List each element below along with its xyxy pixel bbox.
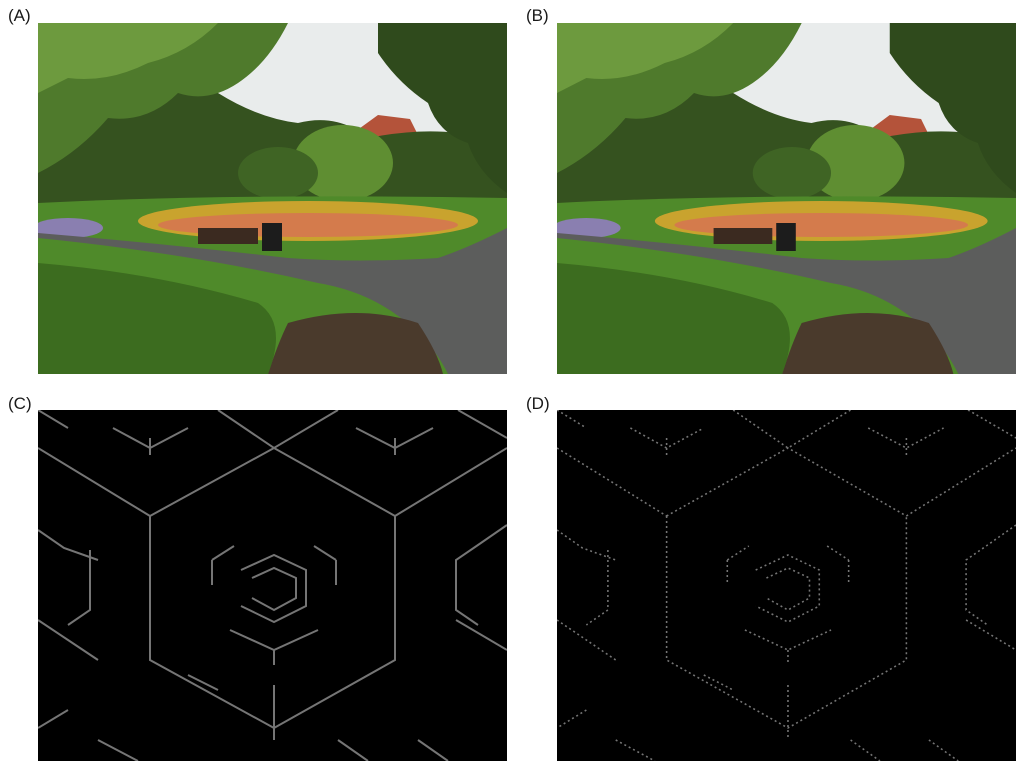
- shrub: [238, 147, 318, 199]
- edge-segment: [313, 545, 337, 561]
- edge-segment: [557, 709, 587, 729]
- canopy-right: [378, 23, 507, 193]
- edge-segment: [38, 410, 69, 429]
- canopy-right: [889, 23, 1016, 193]
- canopy-highlight: [38, 23, 218, 93]
- edge-segment: [187, 674, 219, 691]
- edge-segment: [965, 524, 1016, 626]
- footpath: [38, 228, 507, 374]
- foreground-lawn: [38, 263, 276, 374]
- edge-segment: [557, 529, 616, 561]
- edge-segment: [217, 410, 339, 450]
- hex-edge-pattern-c: [38, 410, 507, 761]
- edge-segment: [965, 619, 1016, 651]
- panel-label-a: (A): [8, 6, 31, 25]
- footpath: [557, 228, 1016, 374]
- edge-segment: [666, 447, 907, 517]
- edge-segment: [630, 427, 705, 449]
- bench: [198, 228, 258, 244]
- edge-lines: [557, 410, 1016, 761]
- edge-segment: [394, 447, 507, 517]
- edge-segment: [726, 545, 750, 561]
- edge-segment: [229, 629, 319, 652]
- edge-segment: [585, 550, 609, 626]
- edge-segment: [557, 619, 617, 661]
- edge-segment: [251, 566, 297, 612]
- edge-segment: [850, 739, 881, 761]
- edge-segment: [455, 619, 507, 651]
- edge-segment: [766, 567, 811, 611]
- edge-segment: [337, 739, 369, 761]
- bin: [262, 223, 282, 251]
- edge-segment: [417, 739, 449, 761]
- edge-segment: [755, 554, 821, 623]
- edge-segment: [38, 447, 151, 517]
- round-tree: [293, 125, 393, 201]
- edge-segment: [826, 545, 850, 561]
- soil-patch: [268, 313, 443, 374]
- round-tree: [806, 125, 905, 201]
- edge-segment: [928, 739, 959, 761]
- edge-segment: [744, 629, 832, 651]
- hex-edge-pattern-d: [557, 410, 1016, 761]
- edge-segment: [211, 545, 235, 561]
- bin: [776, 223, 796, 251]
- edge-segment: [240, 553, 307, 624]
- panel-label-b: (B): [526, 6, 549, 25]
- park-scene-a: [38, 23, 507, 374]
- canopy-highlight: [557, 23, 734, 93]
- edge-segment: [557, 410, 587, 429]
- panel-label-d: (D): [526, 394, 550, 413]
- edge-segment: [905, 447, 1016, 517]
- edge-segment: [732, 410, 852, 449]
- shrub: [752, 147, 832, 199]
- flower-bed-left: [557, 218, 621, 238]
- edge-map-dashed: [557, 410, 1016, 761]
- panel-label-c: (C): [8, 394, 32, 413]
- edge-map-solid: [38, 410, 507, 761]
- park-scene-b: [557, 23, 1016, 374]
- edge-segment: [67, 550, 91, 626]
- edge-segment: [615, 739, 656, 761]
- edge-segment: [38, 529, 99, 561]
- edge-segment: [457, 410, 507, 439]
- park-photo-reconstructed: [557, 23, 1016, 374]
- edge-segment: [455, 524, 507, 626]
- edge-segment: [38, 619, 99, 661]
- edge-segment: [967, 410, 1016, 439]
- edge-segment: [97, 739, 139, 761]
- soil-patch: [782, 313, 954, 374]
- flower-bed-left: [38, 218, 103, 238]
- edge-segment: [665, 516, 908, 729]
- edge-lines: [38, 410, 507, 761]
- bench: [713, 228, 773, 244]
- edge-segment: [557, 447, 668, 517]
- edge-segment: [703, 674, 734, 691]
- foreground-lawn: [557, 263, 790, 374]
- park-photo-original: [38, 23, 507, 374]
- edge-segment: [149, 446, 396, 517]
- edge-segment: [38, 709, 69, 729]
